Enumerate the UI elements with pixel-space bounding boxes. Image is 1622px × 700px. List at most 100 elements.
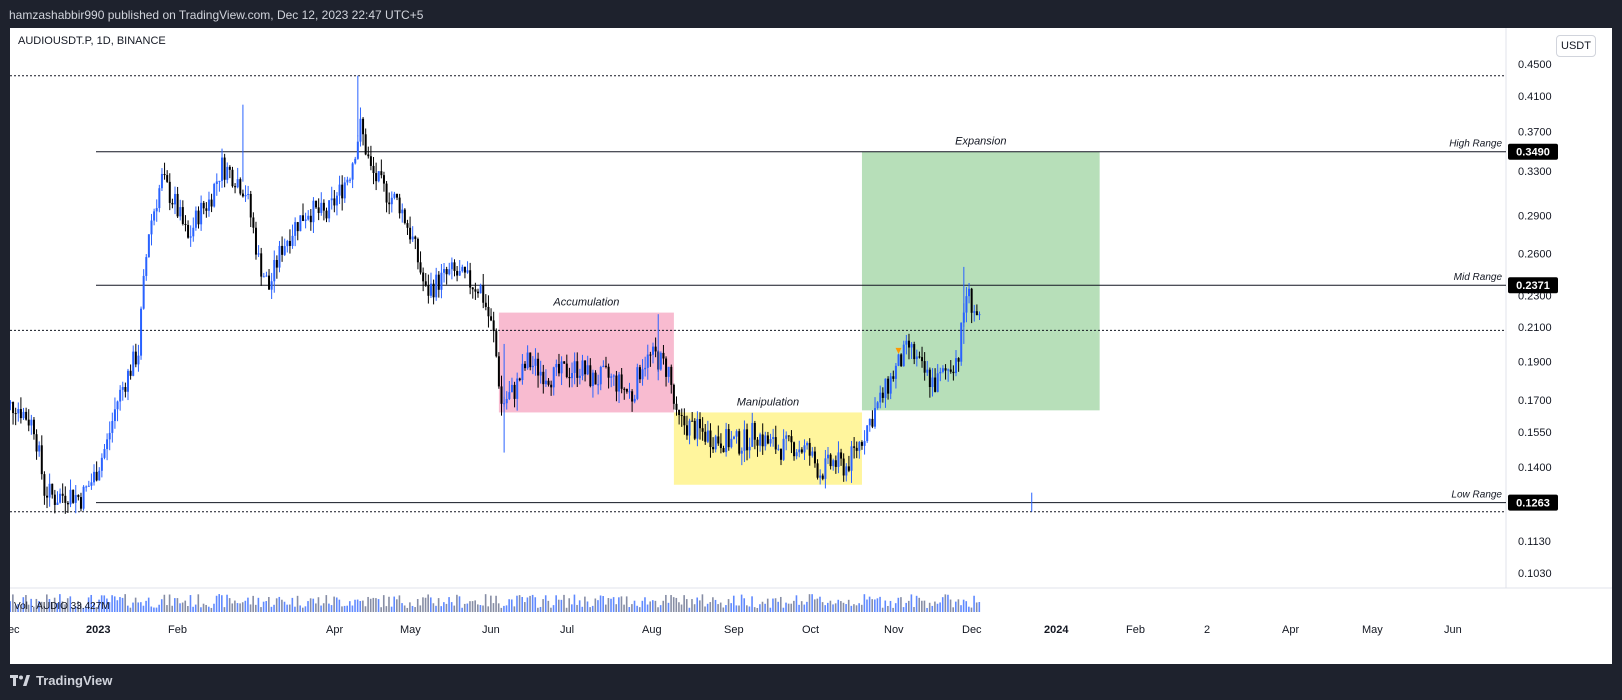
volume-bar: [150, 606, 153, 612]
candle-body: [273, 259, 276, 282]
candle-body: [56, 502, 59, 505]
candle-body: [751, 422, 754, 447]
volume-bar: [72, 607, 74, 612]
volume-bar: [706, 603, 709, 612]
volume-bar: [795, 595, 798, 612]
candle-body: [928, 369, 931, 388]
zone-expansion: [861, 151, 1100, 411]
volume-bar: [529, 595, 531, 612]
candle-body: [14, 413, 17, 415]
candle-body: [338, 184, 341, 196]
candle-body: [510, 384, 513, 393]
candle-body: [623, 388, 626, 390]
volume-bar: [385, 606, 388, 612]
volume-bar: [542, 599, 544, 612]
candle-body: [490, 316, 493, 321]
candle-body: [978, 314, 981, 316]
volume-bar: [905, 602, 907, 612]
volume-bar: [874, 599, 876, 612]
volume-bar: [753, 607, 756, 612]
candle-body: [871, 418, 874, 427]
volume-bar: [458, 596, 461, 612]
volume-bar: [497, 603, 500, 612]
candle-body: [654, 346, 657, 352]
volume-bar: [466, 603, 469, 612]
chart-panel[interactable]: Accumulation Manipulation Expansion High Ra…: [10, 28, 1612, 664]
volume-bar: [116, 600, 119, 612]
candle-body: [550, 384, 553, 388]
candle-body: [79, 497, 82, 509]
candle-body: [403, 209, 406, 224]
candle-body: [270, 281, 273, 290]
volume-bar: [369, 598, 372, 612]
volume-bar: [184, 600, 187, 612]
candle-body: [354, 158, 357, 164]
volume-bar: [518, 595, 521, 612]
volume-bar: [301, 607, 304, 612]
candle-body: [649, 354, 652, 356]
volume-bar: [670, 595, 672, 612]
candle-body: [179, 207, 182, 217]
candle-body: [38, 445, 41, 452]
volume-bar: [685, 599, 688, 612]
candle-body: [719, 443, 722, 449]
candle-body: [662, 352, 665, 359]
candle-body: [367, 154, 370, 157]
candle-body: [362, 118, 365, 135]
volume-bar: [121, 597, 124, 612]
volume-bar: [547, 600, 550, 612]
candle-body: [706, 430, 709, 442]
candle-body: [866, 425, 869, 442]
volume-bar: [860, 604, 863, 612]
volume-bar: [654, 600, 657, 612]
volume-bar: [858, 603, 860, 612]
volume-bar: [124, 594, 126, 612]
candle-body: [48, 483, 51, 498]
volume-bar: [205, 604, 207, 612]
candle-body: [597, 384, 600, 386]
candle-body: [61, 493, 64, 496]
volume-bar: [819, 596, 821, 612]
volume-bar: [448, 597, 450, 612]
candle-body: [521, 363, 524, 381]
volume-bar: [691, 599, 693, 612]
candle-body: [808, 442, 811, 456]
candle-body: [69, 489, 72, 505]
volume-bar: [591, 605, 594, 612]
tradingview-brand[interactable]: TradingView: [10, 673, 112, 688]
candle-body: [816, 463, 819, 478]
candle-body: [534, 358, 537, 366]
volume-bar: [490, 595, 492, 612]
volume-bar: [510, 599, 513, 612]
price-chart[interactable]: Accumulation Manipulation Expansion High Ra…: [10, 28, 1612, 664]
volume-bar: [341, 606, 343, 612]
candle-body: [793, 442, 796, 457]
candle-body: [625, 388, 628, 392]
volume-bar: [576, 604, 578, 612]
level-price-label: 0.1263: [1516, 498, 1550, 510]
volume-bar: [863, 594, 866, 612]
volume-bar: [902, 607, 905, 612]
volume-bar: [416, 599, 419, 612]
currency-unit-button[interactable]: USDT: [1556, 35, 1596, 57]
volume-bar: [129, 607, 132, 612]
level-price-tag: [1508, 494, 1558, 511]
volume-bar: [573, 594, 576, 612]
candle-body: [163, 173, 166, 176]
candle-body: [874, 408, 877, 427]
candle-body: [560, 361, 563, 374]
candle-body: [409, 227, 412, 240]
volume-bar: [628, 607, 631, 612]
candle-body: [879, 392, 882, 403]
candle-body: [35, 434, 38, 452]
volume-bars: [10, 594, 981, 612]
candle-body: [800, 449, 803, 453]
candle-body: [714, 436, 717, 450]
candle-body: [518, 378, 521, 381]
candle-body: [82, 486, 85, 509]
volume-bar: [171, 605, 173, 612]
candle-body: [437, 274, 440, 290]
candle-body: [265, 275, 268, 277]
candle-body: [341, 184, 344, 199]
candle-body: [275, 259, 278, 268]
